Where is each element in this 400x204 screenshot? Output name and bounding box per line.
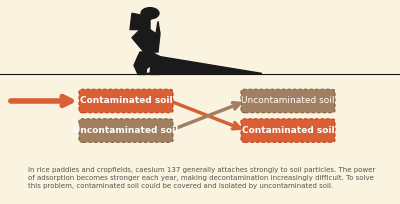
Polygon shape <box>182 69 194 73</box>
FancyBboxPatch shape <box>79 119 173 142</box>
Text: Uncontaminated soil: Uncontaminated soil <box>73 126 179 135</box>
Text: Contaminated soil: Contaminated soil <box>242 126 334 135</box>
Polygon shape <box>138 73 150 74</box>
Polygon shape <box>139 56 148 73</box>
FancyBboxPatch shape <box>241 119 335 142</box>
Polygon shape <box>132 21 160 74</box>
Polygon shape <box>148 73 159 74</box>
FancyBboxPatch shape <box>79 89 173 113</box>
Text: Uncontaminated soil: Uncontaminated soil <box>241 96 335 105</box>
Polygon shape <box>150 56 262 73</box>
Polygon shape <box>130 13 152 30</box>
Ellipse shape <box>141 8 159 19</box>
Text: In rice paddies and cropfields, caesium 137 generally attaches strongly to soil : In rice paddies and cropfields, caesium … <box>28 167 375 189</box>
FancyBboxPatch shape <box>241 89 335 113</box>
Text: Contaminated soil: Contaminated soil <box>80 96 172 105</box>
